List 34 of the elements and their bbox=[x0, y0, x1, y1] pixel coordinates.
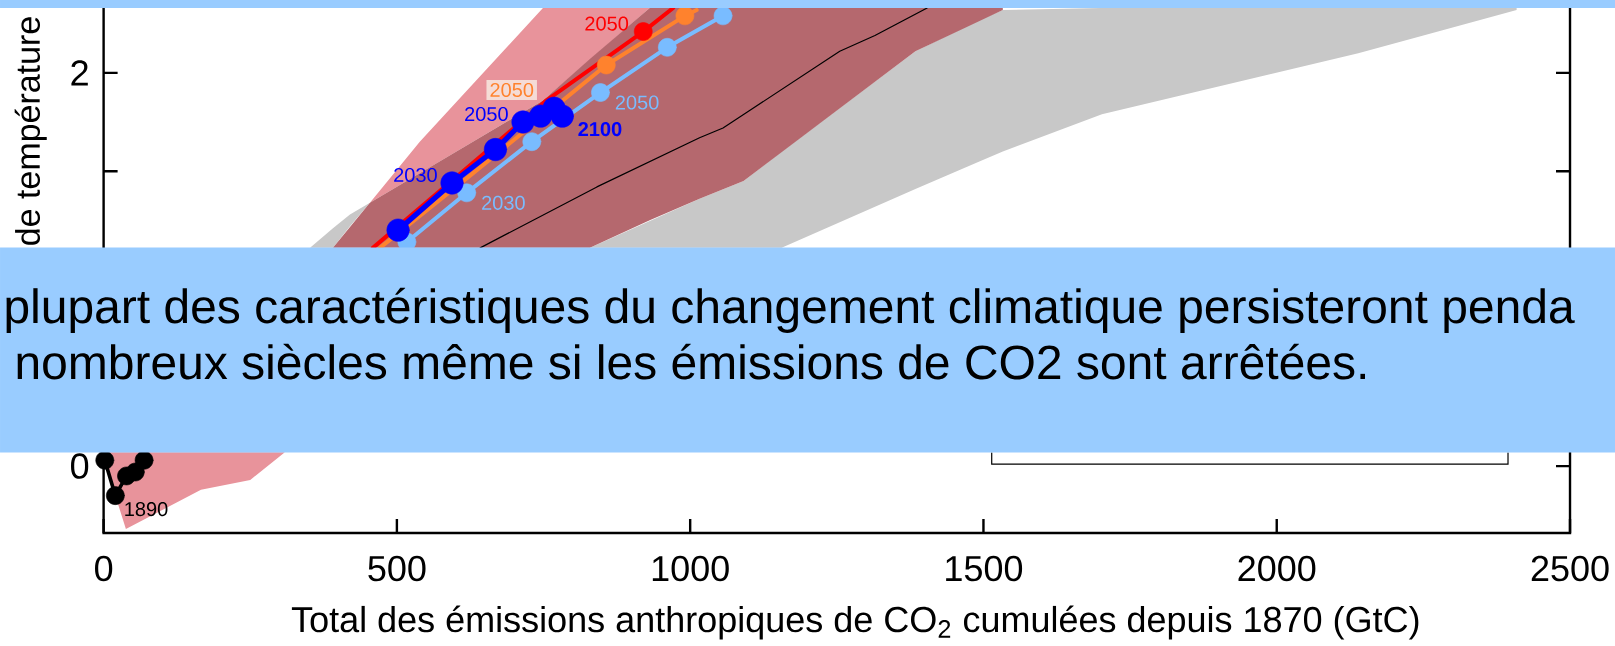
point bbox=[457, 183, 476, 203]
x-tick-label: 2000 bbox=[1238, 555, 1316, 582]
x-axis-title: Total des émissions anthropiques de CO$_{2}$ cumulées depuis 1870 (GtC) bbox=[291, 605, 1419, 640]
annotation: 2050 bbox=[490, 82, 534, 98]
x-tick-label: 500 bbox=[368, 555, 426, 582]
annotation: 1890 bbox=[125, 502, 168, 517]
point bbox=[106, 486, 125, 505]
annotation: nombreux siècles même si les émissions de CO2 sont arrêtées. bbox=[17, 343, 1365, 380]
point bbox=[134, 450, 154, 470]
point bbox=[550, 104, 574, 128]
point bbox=[511, 110, 535, 134]
annotation: 2100 bbox=[578, 122, 622, 137]
point bbox=[440, 171, 464, 195]
annotation: 2030 bbox=[394, 167, 437, 183]
point bbox=[713, 6, 733, 26]
annotation: 2050 bbox=[615, 95, 659, 110]
annotation: 2050 bbox=[585, 16, 629, 31]
x-tick-label: 2500 bbox=[1531, 555, 1609, 582]
x-tick-label: 0 bbox=[95, 555, 113, 582]
point bbox=[522, 132, 542, 151]
x-tick-label: 1500 bbox=[946, 555, 1023, 582]
point bbox=[483, 138, 507, 162]
y-tick-label: 2 bbox=[71, 60, 88, 86]
point bbox=[591, 83, 610, 102]
annotation: 2050 bbox=[465, 106, 508, 122]
point bbox=[658, 38, 677, 57]
y-axis-title: de température bbox=[14, 17, 47, 245]
point bbox=[596, 55, 616, 75]
point bbox=[675, 6, 695, 26]
point bbox=[633, 22, 653, 41]
point bbox=[386, 218, 410, 242]
x-tick-label: 1000 bbox=[652, 555, 729, 582]
annotation: plupart des caractéristiques du changement climatique persisteront penda bbox=[6, 287, 1575, 333]
annotation: 2030 bbox=[482, 195, 525, 210]
